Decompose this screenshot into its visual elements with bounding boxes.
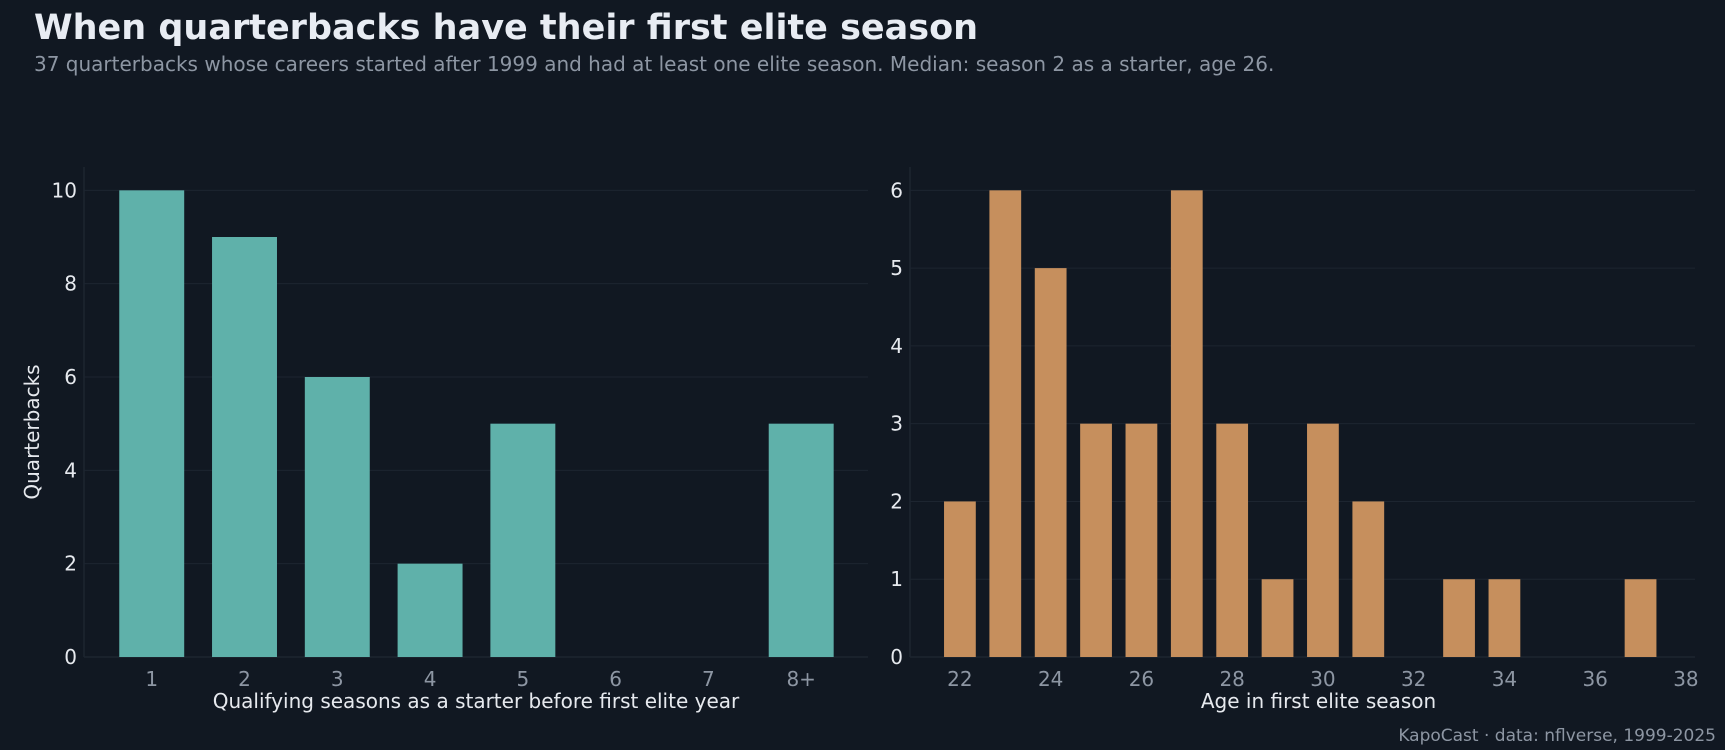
bar: [1034, 268, 1067, 657]
bar: [1352, 501, 1385, 657]
bar: [1080, 423, 1112, 657]
bar: [1261, 579, 1294, 657]
y-tick-label: 0: [890, 645, 903, 669]
bar: [304, 377, 370, 657]
y-tick-label: 1: [890, 567, 903, 591]
y-tick-label: 6: [64, 365, 77, 389]
y-tick-label: 10: [52, 178, 77, 202]
x-axis-label: Qualifying seasons as a starter before f…: [213, 689, 740, 713]
x-tick-label: 6: [609, 667, 622, 691]
x-tick-label: 24: [1038, 667, 1063, 691]
chart-title: When quarterbacks have their first elite…: [34, 8, 979, 48]
x-tick-label: 28: [1219, 667, 1244, 691]
y-tick-label: 3: [890, 412, 903, 436]
bar: [989, 190, 1022, 658]
chart-subtitle: 37 quarterbacks whose careers started af…: [34, 52, 1275, 76]
source-credit: KapoCast · data: nflverse, 1999-2025: [1398, 726, 1716, 746]
x-tick-label: 22: [947, 667, 972, 691]
y-tick-label: 0: [64, 645, 77, 669]
bar: [944, 501, 976, 657]
bar: [119, 190, 185, 658]
y-tick-label: 2: [64, 552, 77, 576]
bar: [768, 423, 834, 657]
bar: [212, 237, 277, 657]
x-tick-label: 5: [516, 667, 529, 691]
bar: [1125, 423, 1158, 657]
y-tick-label: 4: [64, 458, 77, 482]
y-tick-label: 5: [890, 256, 903, 280]
y-axis-label: Quarterbacks: [20, 364, 44, 499]
x-tick-label: 7: [702, 667, 715, 691]
bar: [1170, 190, 1203, 658]
bar: [1443, 579, 1475, 657]
x-tick-label: 30: [1310, 667, 1335, 691]
x-tick-label: 36: [1582, 667, 1607, 691]
x-tick-label: 8+: [786, 667, 815, 691]
x-axis-label: Age in first elite season: [1201, 689, 1436, 713]
x-tick-label: 32: [1401, 667, 1426, 691]
y-tick-label: 4: [890, 334, 903, 358]
y-tick-label: 6: [890, 178, 903, 202]
x-tick-label: 4: [424, 667, 437, 691]
x-tick-label: 34: [1492, 667, 1517, 691]
bar: [1216, 423, 1249, 657]
y-tick-label: 2: [890, 489, 903, 513]
x-tick-label: 3: [331, 667, 344, 691]
x-tick-label: 38: [1673, 667, 1698, 691]
bar: [1488, 579, 1521, 657]
x-tick-label: 1: [145, 667, 158, 691]
bar: [490, 423, 556, 657]
bar: [397, 563, 463, 657]
x-tick-label: 2: [238, 667, 251, 691]
bar: [1307, 423, 1339, 657]
y-tick-label: 8: [64, 272, 77, 296]
bar: [1624, 579, 1657, 657]
x-tick-label: 26: [1129, 667, 1154, 691]
